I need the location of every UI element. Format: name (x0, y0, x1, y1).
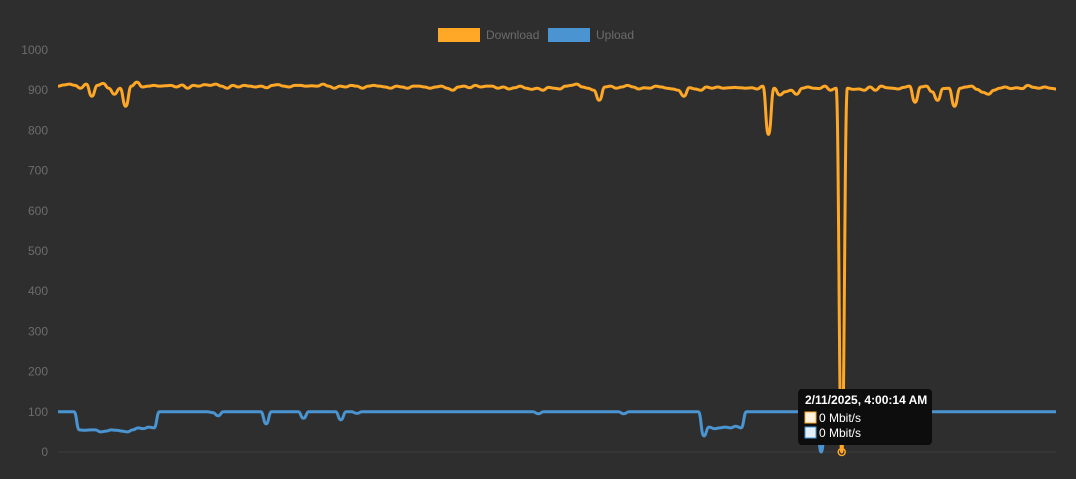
legend-swatch-upload[interactable] (548, 28, 590, 42)
tooltip-value-upload: 0 Mbit/s (819, 426, 861, 440)
legend-swatch-download[interactable] (438, 28, 480, 42)
y-tick-label: 200 (28, 365, 48, 379)
y-tick-label: 800 (28, 123, 48, 137)
tooltip-swatch-download (804, 411, 817, 424)
y-axis: 0 100 200 300 400 500 600 700 800 900 1000 (21, 43, 48, 459)
y-tick-label: 400 (28, 284, 48, 298)
y-tick-label: 600 (28, 204, 48, 218)
y-tick-label: 300 (28, 324, 48, 338)
legend-label-upload[interactable]: Upload (596, 28, 634, 42)
tooltip-swatch-upload (804, 426, 817, 439)
legend: Download Upload (438, 28, 634, 42)
tooltip-value-download: 0 Mbit/s (819, 411, 861, 425)
tooltip-background (798, 389, 932, 445)
hover-point-marker[interactable] (837, 447, 846, 457)
y-tick-label: 500 (28, 244, 48, 258)
series-line-download[interactable] (57, 80, 1057, 454)
y-tick-label: 100 (28, 405, 48, 419)
tooltip-title: 2/11/2025, 4:00:14 AM (805, 393, 927, 407)
y-tick-label: 700 (28, 164, 48, 178)
y-tick-label: 0 (41, 445, 48, 459)
legend-label-download[interactable]: Download (486, 28, 539, 42)
y-tick-label: 900 (28, 83, 48, 97)
tooltip: 2/11/2025, 4:00:14 AM 0 Mbit/s 0 Mbit/s (798, 389, 932, 445)
y-tick-label: 1000 (21, 43, 48, 57)
hover-marker-layer (837, 447, 846, 457)
